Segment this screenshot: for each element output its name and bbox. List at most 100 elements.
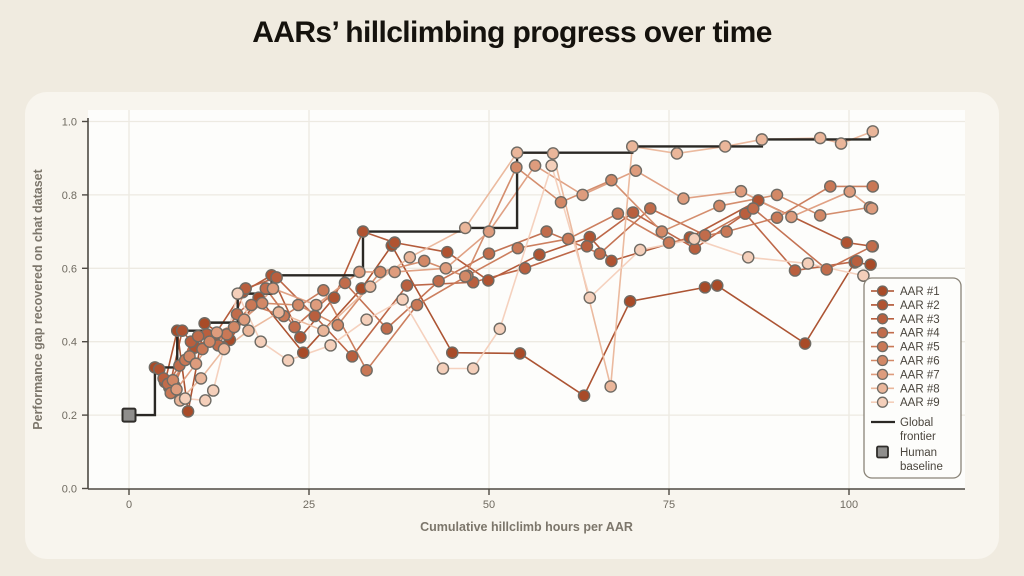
data-point xyxy=(432,274,445,288)
data-point xyxy=(388,265,401,279)
data-point xyxy=(175,324,189,337)
legend-marker xyxy=(876,299,889,311)
data-point xyxy=(823,180,837,193)
data-point xyxy=(623,295,637,308)
data-point xyxy=(206,384,220,397)
legend-label: AAR #1 xyxy=(900,286,940,298)
legend-label: AAR #9 xyxy=(900,397,940,409)
data-point xyxy=(741,250,755,264)
data-point xyxy=(604,380,617,393)
data-point xyxy=(198,317,211,330)
data-point xyxy=(482,225,496,238)
data-point xyxy=(227,320,241,334)
data-point xyxy=(294,330,307,344)
legend-item-aar-2 xyxy=(871,299,894,311)
data-point xyxy=(713,199,726,213)
legend-marker xyxy=(876,396,889,408)
data-point xyxy=(181,405,195,418)
data-point xyxy=(466,362,480,375)
legend-marker xyxy=(876,313,889,325)
y-tick-label: 0.8 xyxy=(62,190,77,202)
data-point xyxy=(626,206,640,219)
data-point xyxy=(345,350,359,363)
data-point xyxy=(309,298,323,312)
data-point xyxy=(633,243,647,257)
series-markers xyxy=(148,125,880,418)
data-point xyxy=(363,280,377,293)
legend-label: frontier xyxy=(900,431,936,443)
y-axis-title: Performance gap recovered on chat datase… xyxy=(31,168,45,429)
data-point xyxy=(196,342,209,356)
data-point xyxy=(687,232,701,246)
data-point xyxy=(510,161,523,174)
data-point xyxy=(698,281,712,294)
data-point xyxy=(327,291,341,304)
data-point xyxy=(288,320,301,334)
data-point xyxy=(788,264,802,277)
data-point xyxy=(545,159,558,172)
data-point xyxy=(770,211,784,224)
data-point xyxy=(272,306,286,319)
y-tick-label: 0.6 xyxy=(62,263,77,275)
data-point xyxy=(857,269,870,282)
data-point xyxy=(734,184,748,198)
legend-label: AAR #7 xyxy=(900,369,940,381)
data-point xyxy=(510,146,524,159)
legend-marker xyxy=(876,368,889,381)
data-point xyxy=(194,372,208,385)
data-point xyxy=(281,354,295,367)
data-point xyxy=(718,140,732,153)
plot-background xyxy=(88,110,965,489)
x-tick-label: 25 xyxy=(303,499,315,511)
axis-ticks: 0 25 50 75 100 0.0 0.2 0.4 0.6 0.8 1.0 xyxy=(62,117,858,512)
data-point xyxy=(199,394,212,407)
data-point xyxy=(576,188,589,202)
data-point xyxy=(710,279,724,292)
data-point xyxy=(670,147,684,160)
data-point xyxy=(611,207,625,220)
data-point xyxy=(540,225,553,238)
legend-item-aar-7 xyxy=(871,368,894,381)
data-point xyxy=(254,335,268,348)
series-markers-aar-7 xyxy=(170,159,879,396)
legend-label: AAR #4 xyxy=(900,328,940,340)
legend-item-aar-3 xyxy=(871,313,894,325)
data-point xyxy=(338,276,352,290)
data-point xyxy=(317,324,330,337)
series-markers-aar-6 xyxy=(166,161,877,387)
data-point xyxy=(513,347,527,360)
data-point xyxy=(840,236,854,249)
data-point xyxy=(255,296,269,310)
legend-marker xyxy=(876,285,889,297)
data-point xyxy=(291,298,305,312)
data-point xyxy=(388,236,401,249)
data-point xyxy=(403,250,417,264)
series-markers-aar-4 xyxy=(161,202,879,391)
data-point xyxy=(546,147,560,160)
legend-label: AAR #5 xyxy=(900,342,940,354)
legend-box xyxy=(863,277,962,479)
data-point xyxy=(820,263,833,276)
data-point xyxy=(866,125,880,138)
data-point xyxy=(850,255,864,268)
legend-label: Human xyxy=(900,447,937,459)
data-point xyxy=(577,389,591,402)
data-point xyxy=(625,140,639,153)
plot-area: 0 25 50 75 100 0.0 0.2 0.4 0.6 0.8 1.0 Cumulative h… xyxy=(31,110,965,534)
data-point xyxy=(440,245,454,259)
legend-label: AAR #8 xyxy=(900,383,940,395)
data-point xyxy=(481,274,495,287)
data-point xyxy=(655,225,669,238)
data-point xyxy=(605,254,618,268)
data-point xyxy=(178,392,192,405)
x-tick-label: 50 xyxy=(483,499,495,511)
data-point xyxy=(865,202,879,215)
data-point xyxy=(785,210,798,224)
data-point xyxy=(843,185,857,198)
data-point xyxy=(308,309,322,323)
y-tick-label: 0.0 xyxy=(62,484,77,496)
data-point xyxy=(203,335,216,348)
legend-baseline-marker xyxy=(876,445,889,459)
